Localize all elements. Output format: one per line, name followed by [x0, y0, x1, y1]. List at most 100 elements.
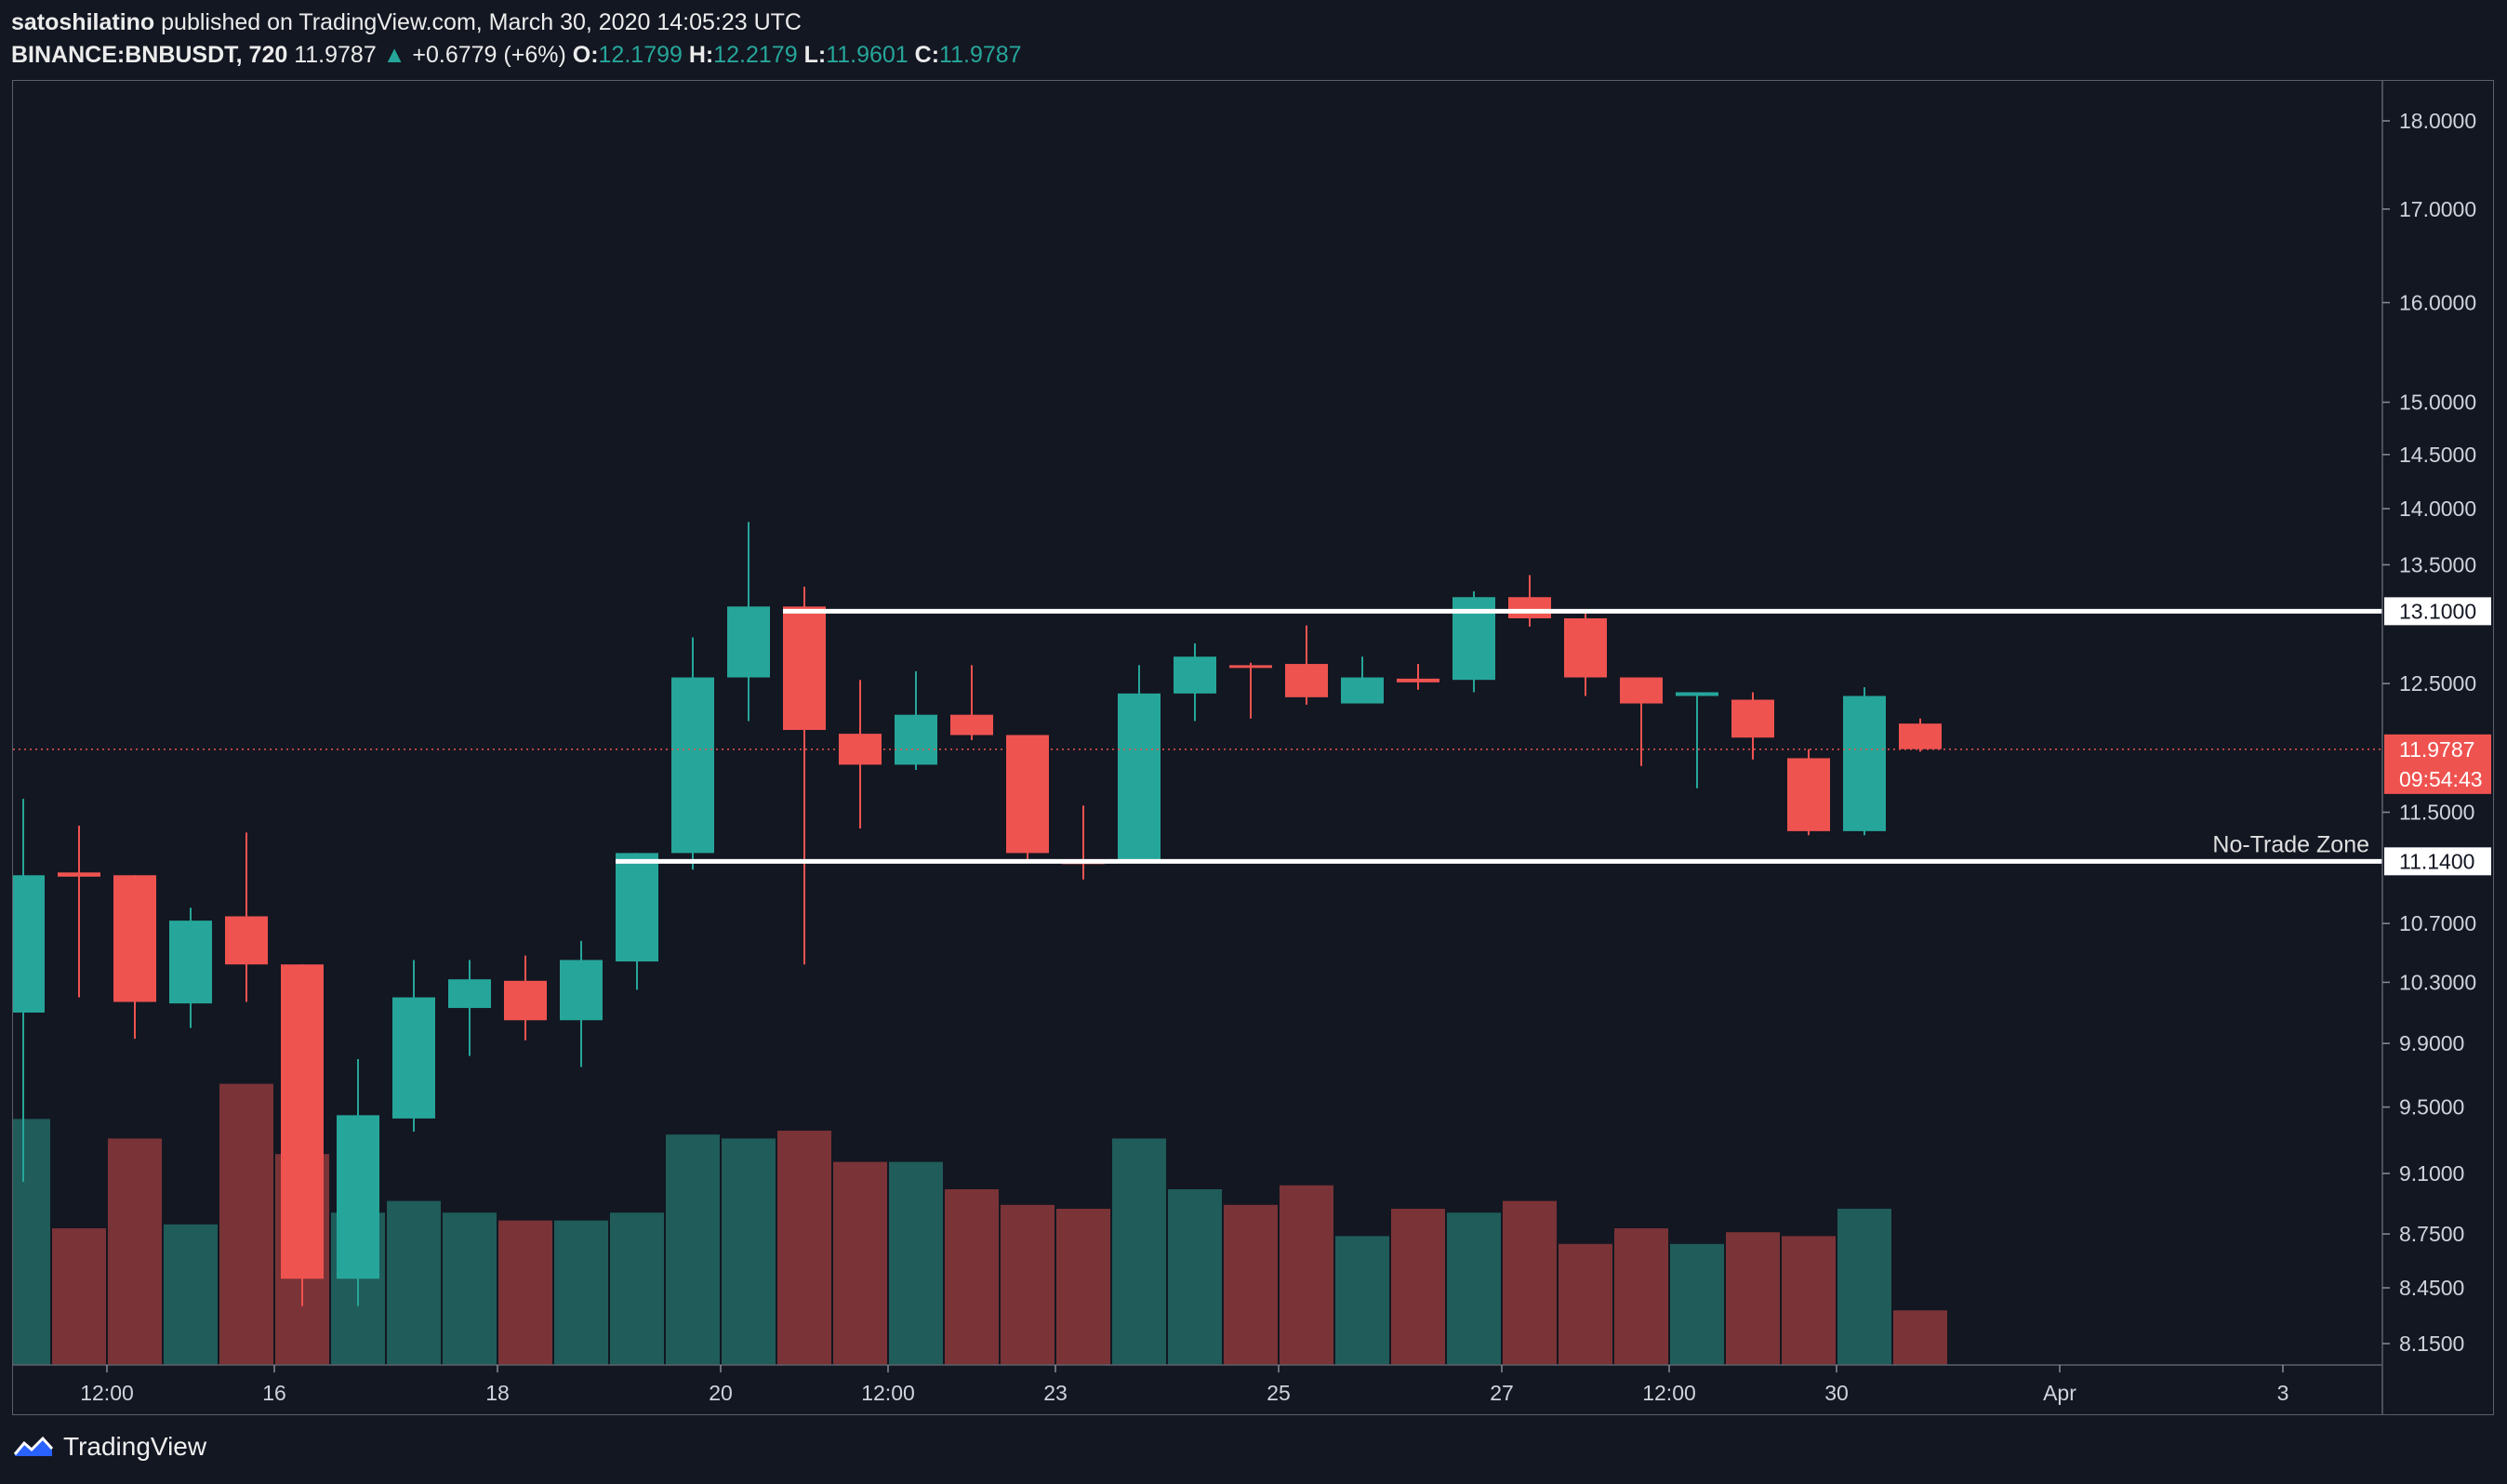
volume-bar — [1670, 1243, 1724, 1365]
candle[interactable] — [58, 826, 100, 998]
volume-bar — [1112, 1138, 1166, 1365]
volume-bar — [219, 1083, 273, 1365]
candle[interactable] — [1620, 677, 1663, 766]
last-price-tag — [2384, 734, 2491, 794]
candle[interactable] — [225, 832, 268, 1002]
candle[interactable] — [1787, 749, 1830, 836]
x-tick-label: 23 — [1043, 1381, 1068, 1405]
chart-frame[interactable] — [12, 80, 2494, 1415]
candle-body — [1676, 692, 1718, 696]
volume-bar — [889, 1161, 943, 1365]
candle[interactable] — [727, 522, 770, 722]
candle[interactable] — [783, 586, 826, 965]
x-tick-label: 20 — [709, 1381, 733, 1405]
symbol-label[interactable]: BINANCE:BNBUSDT, 720 — [11, 42, 288, 68]
candle[interactable] — [1285, 625, 1328, 705]
volume-bar — [833, 1161, 887, 1365]
candle-body — [560, 960, 603, 1021]
candle[interactable] — [1118, 665, 1161, 862]
volume-bar — [1224, 1204, 1278, 1365]
candle[interactable] — [1676, 692, 1718, 788]
x-tick-label: 18 — [485, 1381, 510, 1405]
x-tick-label: Apr — [2043, 1381, 2076, 1405]
y-tick-label: 10.7000 — [2399, 911, 2476, 935]
candle-body — [337, 1115, 379, 1279]
candle[interactable] — [113, 875, 156, 1040]
y-tick-label: 9.9000 — [2399, 1031, 2464, 1055]
volume-bar — [443, 1212, 497, 1365]
candle-body — [392, 997, 435, 1119]
y-tick-label: 18.0000 — [2399, 109, 2476, 133]
candle[interactable] — [392, 960, 435, 1133]
candle[interactable] — [281, 964, 324, 1306]
x-tick-label: 27 — [1490, 1381, 1514, 1405]
candle[interactable] — [839, 680, 882, 828]
candle-body — [13, 875, 45, 1013]
volume-bar — [722, 1138, 776, 1365]
candles-layer — [2, 522, 1942, 1306]
candle[interactable] — [448, 960, 491, 1056]
candle[interactable] — [2, 799, 45, 1183]
candle-body — [1899, 723, 1942, 749]
candle[interactable] — [1397, 664, 1439, 690]
candle[interactable] — [1564, 611, 1607, 696]
candle-body — [225, 916, 268, 965]
candle-body — [1006, 735, 1049, 854]
symbol-line: BINANCE:BNBUSDT, 720 11.9787 ▲ +0.6779 (… — [11, 39, 1778, 71]
candle-body — [1731, 699, 1774, 738]
y-tick-label: 9.1000 — [2399, 1161, 2464, 1186]
tradingview-cloud-icon — [13, 1436, 54, 1456]
candle[interactable] — [1843, 687, 1886, 836]
volume-bar — [1893, 1310, 1947, 1365]
y-tick-label: 8.7500 — [2399, 1222, 2464, 1246]
candle[interactable] — [950, 665, 993, 741]
last-price-label: 11.9787 — [2399, 737, 2474, 762]
candle[interactable] — [1731, 692, 1774, 760]
volume-bar — [1837, 1209, 1891, 1365]
volume-bar — [1056, 1209, 1110, 1365]
candle-body — [1229, 665, 1272, 669]
candle[interactable] — [616, 853, 658, 990]
y-tick-label: 9.5000 — [2399, 1095, 2464, 1120]
candle-body — [169, 921, 212, 1004]
volume-bar — [666, 1134, 720, 1365]
candle[interactable] — [1452, 590, 1495, 693]
close-label: C: — [914, 42, 940, 68]
volume-bar — [1503, 1200, 1557, 1365]
volume-bar — [108, 1138, 162, 1365]
candle[interactable] — [1229, 662, 1272, 719]
candle[interactable] — [560, 940, 603, 1067]
candle[interactable] — [1062, 805, 1105, 880]
y-tick-label: 11.5000 — [2399, 801, 2474, 825]
candle-body — [1843, 696, 1886, 831]
candle[interactable] — [1341, 656, 1384, 704]
candle-body — [727, 606, 770, 678]
author-name[interactable]: satoshilatino — [11, 9, 155, 35]
candle-body — [895, 714, 937, 765]
candle-body — [616, 853, 658, 962]
y-tick-label: 8.1500 — [2399, 1332, 2464, 1356]
y-tick-label: 12.5000 — [2399, 671, 2476, 696]
y-tick-label: 14.0000 — [2399, 497, 2476, 521]
candle[interactable] — [895, 670, 937, 770]
candle[interactable] — [1508, 575, 1551, 627]
level-price-label: 11.1400 — [2399, 849, 2474, 873]
candle[interactable] — [169, 908, 212, 1028]
candle-body — [504, 980, 547, 1021]
volume-bar — [1280, 1185, 1333, 1365]
candle[interactable] — [1174, 643, 1216, 722]
volume-bar — [1782, 1236, 1836, 1365]
open-label: O: — [572, 42, 599, 68]
y-tick-label: 16.0000 — [2399, 290, 2476, 314]
candle[interactable] — [337, 1059, 379, 1306]
candle-body — [1397, 678, 1439, 682]
candle[interactable] — [671, 637, 714, 870]
candle[interactable] — [504, 955, 547, 1040]
volume-bar — [777, 1131, 831, 1365]
candle[interactable] — [1899, 718, 1942, 752]
high-value: 12.2179 — [713, 42, 798, 68]
volume-bar — [1726, 1232, 1780, 1365]
candle[interactable] — [1006, 735, 1049, 862]
tradingview-logo[interactable]: TradingView — [11, 1432, 206, 1462]
